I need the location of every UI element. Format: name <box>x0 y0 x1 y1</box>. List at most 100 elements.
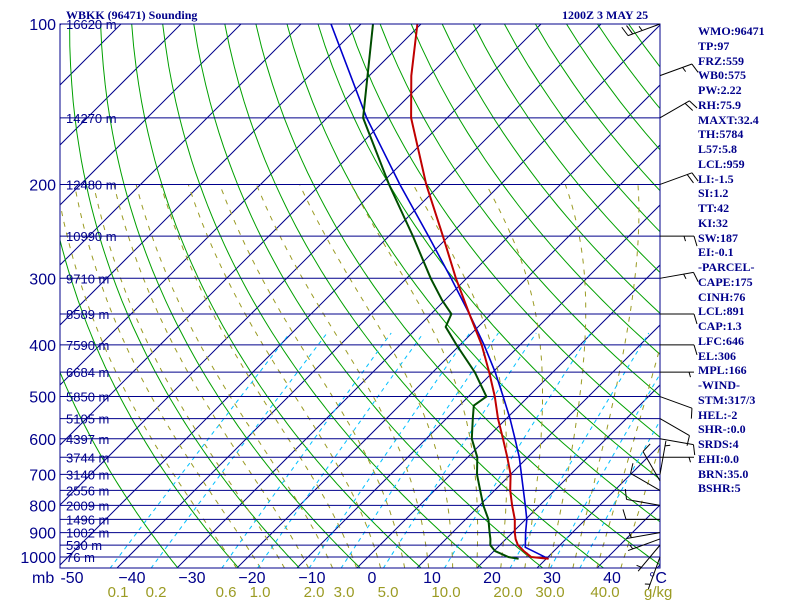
moist-adiabat <box>160 184 358 568</box>
moist-adiabat <box>485 184 543 568</box>
moist-adiabat <box>135 184 334 568</box>
isotherm <box>176 84 660 568</box>
wind-barb-half-flag <box>688 457 691 463</box>
index-entry: KI:32 <box>698 215 728 230</box>
isotherm <box>60 24 362 326</box>
observation-time: 1200Z 3 MAY 25 <box>562 8 649 22</box>
mixing-ratio-label: 1.0 <box>250 584 271 600</box>
index-entry: RH:75.9 <box>698 97 741 112</box>
wind-barb-flag <box>626 25 634 35</box>
moist-adiabat <box>255 184 430 568</box>
height-label: 1002 m <box>66 526 109 541</box>
dry-adiabat <box>472 24 660 274</box>
wind-barb-flag <box>686 435 690 446</box>
height-label: 3744 m <box>66 450 109 465</box>
height-label: 12480 m <box>66 177 117 192</box>
wind-barb <box>659 63 699 77</box>
index-entry: BSHR:5 <box>698 481 741 496</box>
pressure-tick-label: 500 <box>29 390 56 407</box>
height-label: 14270 m <box>66 111 117 126</box>
wind-barb-flag <box>624 489 628 500</box>
height-label: 5850 m <box>66 390 109 405</box>
wind-barb <box>624 489 661 506</box>
wind-barb-half-flag <box>664 444 671 447</box>
wind-barb-flag <box>686 174 694 184</box>
index-entry: LFC:646 <box>698 333 744 348</box>
isotherm <box>356 264 660 568</box>
height-label: 3140 m <box>66 467 109 482</box>
mixing-ratio-label: 10.0 <box>431 584 460 600</box>
mixing-ratio-line <box>340 332 499 568</box>
temperature-tick-label: 40 <box>603 570 621 587</box>
index-entry: EI:-0.1 <box>698 245 734 260</box>
wind-barb <box>636 544 661 572</box>
pressure-axis-unit: mb <box>32 570 54 587</box>
temperature-tick-label: -50 <box>60 570 83 587</box>
temperature-tick-label: 30 <box>543 570 561 587</box>
mixing-ratio-line <box>509 332 650 568</box>
wind-barb-flag <box>693 235 698 247</box>
mixing-ratio-line <box>443 332 592 568</box>
isotherm <box>236 144 660 568</box>
dry-adiabat <box>317 24 660 480</box>
temperature-tick-label: 0 <box>368 570 377 587</box>
index-entry: BRN:35.0 <box>698 466 749 481</box>
index-entry: L57:5.8 <box>698 142 737 156</box>
wind-barb <box>644 556 661 590</box>
dry-adiabat <box>348 24 660 438</box>
wind-barb-staff <box>627 23 661 37</box>
temperature-trace <box>410 24 549 560</box>
wind-barb-half-flag <box>628 532 632 538</box>
index-entry: STM:317/3 <box>698 392 756 407</box>
isotherm <box>0 14 11 577</box>
wind-barb-half-flag <box>638 26 643 31</box>
index-entry: EHI:0.0 <box>698 451 740 466</box>
mixing-ratio-label: 0.2 <box>146 584 167 600</box>
wind-barb <box>622 509 660 520</box>
index-entry: TP:97 <box>698 38 730 53</box>
wind-barb-staff <box>659 271 694 279</box>
wind-barb <box>627 538 661 552</box>
moist-adiabat <box>620 444 660 568</box>
moist-adiabat <box>219 184 406 568</box>
index-entry: TH:5784 <box>698 127 744 142</box>
temperature-tick-label: 10 <box>423 570 441 587</box>
parcel-trace <box>330 24 549 560</box>
height-label: 7590 m <box>66 338 109 353</box>
dry-adiabat <box>60 238 240 568</box>
isotherm <box>60 24 302 266</box>
height-label: 8589 m <box>66 307 109 322</box>
wind-barb <box>659 418 690 446</box>
temperature-tick-label: −10 <box>298 570 325 587</box>
height-label: 4397 m <box>66 432 109 447</box>
mixing-ratio-label: 20.0 <box>493 584 522 600</box>
wind-barb <box>660 456 694 463</box>
index-entry: FRZ:559 <box>698 53 744 68</box>
dry-adiabat <box>224 24 605 568</box>
wind-barb-flag <box>693 344 698 356</box>
index-entry: CINH:76 <box>698 289 746 304</box>
wind-barb-half-flag <box>636 564 642 568</box>
temperature-tick-label: −20 <box>238 570 265 587</box>
dry-adiabat <box>100 24 361 568</box>
moist-adiabat <box>113 184 310 568</box>
index-entry: HEL:-2 <box>698 407 738 422</box>
pressure-tick-label: 900 <box>29 526 56 543</box>
dry-adiabat <box>69 24 301 568</box>
dry-adiabat <box>255 24 660 566</box>
height-label: 2009 m <box>66 498 109 513</box>
wind-barb-half-flag <box>629 544 634 550</box>
moist-adiabat <box>412 184 508 568</box>
index-entry: LCL:891 <box>698 304 745 319</box>
mixing-ratio-line <box>150 332 328 568</box>
mixing-ratio-label: 5.0 <box>378 584 399 600</box>
index-entry: SI:1.2 <box>698 186 729 201</box>
wind-barb-flag <box>630 463 634 474</box>
height-label: 5105 m <box>66 412 109 427</box>
pressure-tick-label: 100 <box>29 17 56 34</box>
wind-barb-half-flag <box>683 273 687 280</box>
wind-barb-staff <box>637 544 661 572</box>
height-label: 2556 m <box>66 483 109 498</box>
index-entry: LI:-1.5 <box>698 171 734 186</box>
mixing-ratio-label: 30.0 <box>535 584 564 600</box>
